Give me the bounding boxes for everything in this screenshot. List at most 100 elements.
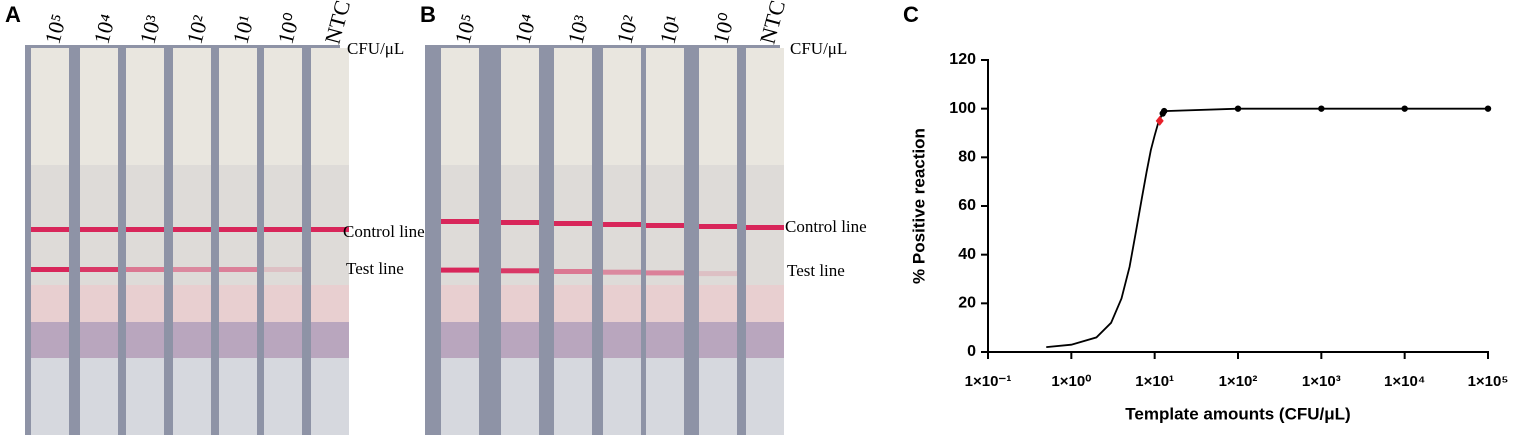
strip-conjugate-pad — [646, 322, 684, 358]
strip-conjugate-pad — [554, 322, 592, 358]
strip-pink-haze — [80, 285, 118, 322]
strip-conjugate-pad — [746, 322, 784, 358]
strip-sample-pad — [699, 48, 737, 165]
data-point — [1234, 105, 1242, 112]
y-tick-label: 0 — [967, 343, 976, 360]
concentration-label: NTC — [755, 0, 791, 47]
x-axis-title: Template amounts (CFU/μL) — [1125, 404, 1350, 423]
strip-absorbent-pad — [219, 358, 257, 435]
strip-sample-pad — [603, 48, 641, 165]
data-point — [1484, 105, 1492, 112]
x-tick-label: 1×10³ — [1302, 373, 1341, 390]
strip-sample-pad — [173, 48, 211, 165]
strip-conjugate-pad — [219, 322, 257, 358]
x-tick-label: 1×10⁵ — [1468, 373, 1509, 390]
y-tick-label: 40 — [958, 246, 976, 263]
strip-conjugate-pad — [126, 322, 164, 358]
strip-absorbent-pad — [554, 358, 592, 435]
y-axis-title: % Positive reaction — [909, 128, 928, 284]
panel-label: B — [420, 2, 436, 27]
control-line-band — [173, 227, 211, 232]
unit-label: CFU/μL — [347, 39, 404, 58]
strip-pink-haze — [31, 285, 69, 322]
strip-conjugate-pad — [31, 322, 69, 358]
concentration-label: 10⁰ — [708, 10, 740, 46]
concentration-label: 10⁵ — [40, 11, 72, 46]
concentration-label: 10² — [182, 12, 214, 46]
test-line-band — [80, 267, 118, 272]
strip-sample-pad — [126, 48, 164, 165]
strip-conjugate-pad — [501, 322, 539, 358]
strip-pink-haze — [441, 285, 479, 322]
data-point — [1401, 105, 1408, 112]
control-line-band — [441, 219, 479, 224]
strip-conjugate-pad — [603, 322, 641, 358]
y-tick-label: 60 — [958, 197, 976, 214]
y-tick-label: 100 — [949, 100, 976, 117]
concentration-label: 10⁵ — [450, 11, 482, 46]
strip-conjugate-pad — [441, 322, 479, 358]
test-line-band — [441, 267, 479, 273]
strip-sample-pad — [554, 48, 592, 165]
strip-pink-haze — [126, 285, 164, 322]
strip-absorbent-pad — [501, 358, 539, 435]
strip-absorbent-pad — [126, 358, 164, 435]
x-tick-label: 1×10¹ — [1135, 373, 1174, 390]
fit-line — [1046, 107, 1488, 349]
strip-sample-pad — [80, 48, 118, 165]
control-line-band — [80, 227, 118, 232]
strip-absorbent-pad — [699, 358, 737, 435]
concentration-label: 10³ — [563, 12, 595, 46]
control-line-label: Control line — [785, 217, 867, 236]
test-line-band — [646, 270, 684, 276]
test-line-band — [699, 271, 737, 277]
test-line-band — [219, 267, 257, 272]
strip-pink-haze — [646, 285, 684, 322]
strip-absorbent-pad — [311, 358, 349, 435]
test-line-label: Test line — [346, 259, 404, 278]
concentration-label: 10³ — [135, 12, 167, 46]
strip-sample-pad — [646, 48, 684, 165]
strip-absorbent-pad — [746, 358, 784, 435]
x-tick-label: 1×10⁴ — [1384, 373, 1425, 390]
strip-pink-haze — [311, 285, 349, 322]
strip-absorbent-pad — [173, 358, 211, 435]
control-line-band — [554, 221, 592, 226]
data-point — [1160, 107, 1168, 115]
y-tick-label: 20 — [958, 295, 976, 312]
control-line-band — [126, 227, 164, 232]
strip-pink-haze — [173, 285, 211, 322]
strip-absorbent-pad — [441, 358, 479, 435]
x-tick-label: 1×10⁰ — [1051, 373, 1091, 390]
x-tick-label: 1×10⁻¹ — [965, 373, 1012, 390]
strip-absorbent-pad — [264, 358, 302, 435]
control-line-band — [646, 223, 684, 228]
strip-absorbent-pad — [80, 358, 118, 435]
control-line-label: Control line — [343, 222, 425, 241]
test-line-band — [554, 269, 592, 274]
strip-pink-haze — [746, 285, 784, 322]
concentration-label: 10⁰ — [273, 10, 305, 46]
strip-sample-pad — [264, 48, 302, 165]
strip-conjugate-pad — [311, 322, 349, 358]
strip-sample-pad — [311, 48, 349, 165]
y-tick-label: 80 — [958, 149, 976, 166]
strip-pink-haze — [699, 285, 737, 322]
strip-pink-haze — [554, 285, 592, 322]
strip-conjugate-pad — [80, 322, 118, 358]
control-line-band — [603, 222, 641, 227]
control-line-band — [746, 225, 784, 230]
strip-sample-pad — [501, 48, 539, 165]
control-line-band — [699, 224, 737, 229]
concentration-label: 10⁴ — [510, 11, 542, 46]
concentration-label: 10² — [612, 12, 644, 46]
control-line-band — [31, 227, 69, 232]
strip-conjugate-pad — [699, 322, 737, 358]
strip-sample-pad — [31, 48, 69, 165]
strip-pink-haze — [603, 285, 641, 322]
data-point — [1155, 115, 1164, 126]
control-line-band — [311, 227, 349, 232]
test-line-band — [603, 269, 641, 275]
strip-absorbent-pad — [31, 358, 69, 435]
concentration-label: 10¹ — [655, 12, 687, 46]
